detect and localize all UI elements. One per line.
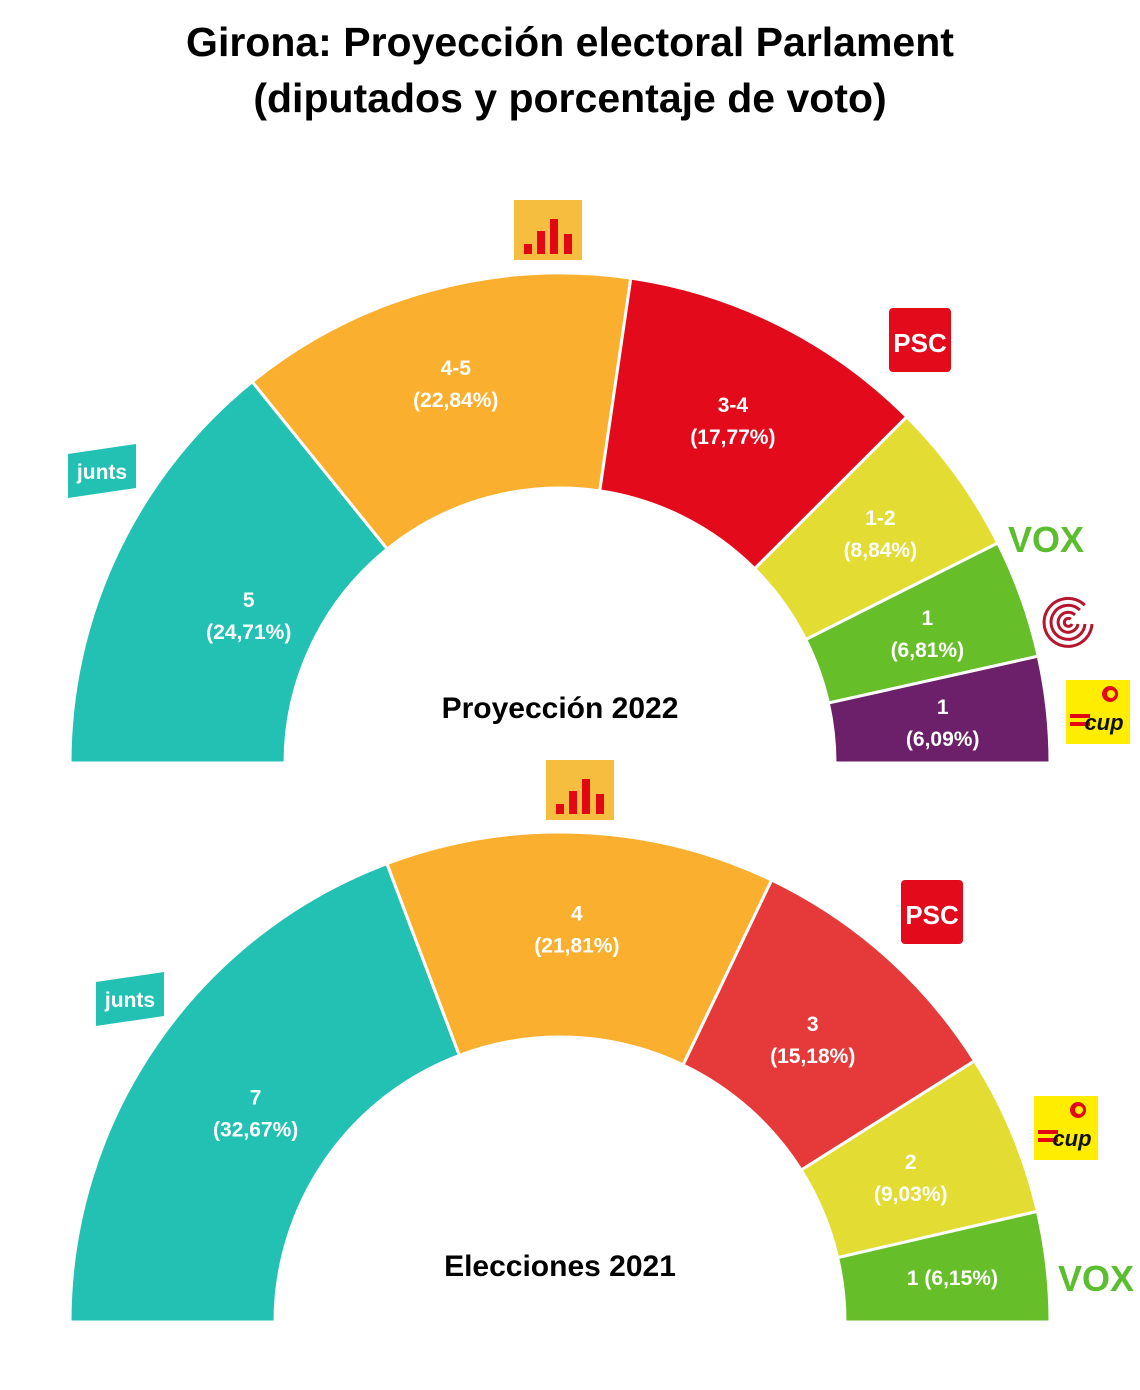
seat-label-vox: 1 (6,15%): [907, 1267, 998, 1290]
pct-label-psc: (17,77%): [690, 426, 775, 449]
chart-title: Girona: Proyección electoral Parlament (…: [0, 14, 1140, 126]
comuns-logo-ring: [1042, 596, 1094, 648]
psc-logo-bg: [889, 308, 951, 372]
chart-elecciones-2021: 7 (32,67%) junts 4 (21,81%) 3 (15,18%) PSC 2 (9,0…: [68, 760, 1134, 1324]
segment-erc: [384, 830, 774, 1067]
junts-logo-text: junts: [104, 989, 155, 1012]
erc-logo-bar: [524, 244, 532, 254]
segment-erc: [250, 271, 633, 552]
comuns-logo-ring: [1049, 603, 1087, 641]
pct-label-vox: (8,84%): [844, 539, 918, 562]
segment-vox: [835, 1209, 1052, 1324]
chart-proyeccion-2022: 5 (24,71%) junts 4-5 (22,84%) 3-4 (17,77%) PSC 1…: [68, 200, 1130, 765]
pct-label-junts: (24,71%): [206, 621, 291, 644]
segment-psc: [598, 276, 909, 571]
vox-logo: VOX: [1008, 519, 1084, 560]
seat-label-psc: 3-4: [718, 394, 749, 417]
psc-logo-text: PSC: [893, 328, 947, 358]
psc-logo-text: PSC: [905, 900, 959, 930]
erc-logo: [514, 200, 582, 260]
segment-junts: [68, 861, 462, 1324]
psc-logo: PSC: [901, 880, 963, 944]
cup-logo: cup: [1066, 680, 1130, 744]
seat-label-psc: 3: [807, 1013, 819, 1036]
cup-logo-dot-inner: [1107, 690, 1115, 698]
erc-logo-bar: [556, 804, 564, 814]
vox-logo-text: VOX: [1058, 1258, 1134, 1299]
seat-label-vox: 1-2: [865, 507, 895, 530]
cup-logo-text: cup: [1052, 1126, 1091, 1151]
seat-label-junts: 5: [243, 589, 255, 612]
seat-label-cup: 2: [905, 1151, 917, 1174]
cup-logo-bg: [1034, 1096, 1098, 1160]
cup-logo: cup: [1034, 1096, 1098, 1160]
junts-logo-bg: [68, 444, 136, 498]
pct-label-comuns: (6,81%): [891, 639, 965, 662]
title-line-2: (diputados y porcentaje de voto): [253, 75, 887, 121]
psc-logo-bg: [901, 880, 963, 944]
pct-label-junts: (32,67%): [213, 1119, 298, 1142]
chart-center-label: Elecciones 2021: [444, 1250, 676, 1283]
cup-logo-text: cup: [1084, 710, 1123, 735]
seat-label-erc: 4-5: [441, 357, 472, 380]
erc-logo-bar: [550, 219, 558, 254]
seat-label-comuns: 1: [921, 607, 933, 630]
pct-label-cup: (6,09%): [906, 728, 980, 751]
erc-logo-bar: [537, 231, 545, 254]
comuns-logo-ring: [1056, 610, 1080, 634]
cup-logo-stripe: [1070, 714, 1090, 718]
chart-center-label: Proyección 2022: [442, 692, 679, 725]
erc-logo-bar: [564, 234, 572, 254]
cup-logo-dot-inner: [1075, 1106, 1083, 1114]
vox-logo-text: VOX: [1008, 519, 1084, 560]
junts-logo: junts: [96, 972, 164, 1026]
erc-logo-bar: [596, 794, 604, 814]
seat-label-cup: 1: [937, 696, 949, 719]
pct-label-cup: (9,03%): [874, 1183, 948, 1206]
erc-logo: [546, 760, 614, 820]
junts-logo-bg: [96, 972, 164, 1026]
vox-logo: VOX: [1058, 1258, 1134, 1299]
erc-logo-bar: [569, 791, 577, 814]
title-line-1: Girona: Proyección electoral Parlament: [186, 19, 954, 65]
seat-label-erc: 4: [571, 902, 583, 925]
junts-logo-text: junts: [76, 461, 127, 484]
psc-logo: PSC: [889, 308, 951, 372]
cup-logo-stripe: [1038, 1130, 1058, 1134]
junts-logo: junts: [68, 444, 136, 498]
cup-logo-bg: [1066, 680, 1130, 744]
comuns-logo-ring: [1062, 616, 1074, 628]
erc-logo-bar: [582, 779, 590, 814]
segment-cup: [826, 654, 1052, 765]
pct-label-erc: (21,81%): [534, 934, 619, 957]
cup-logo-stripe: [1070, 722, 1090, 726]
seat-label-junts: 7: [250, 1087, 262, 1110]
pct-label-erc: (22,84%): [413, 389, 498, 412]
comuns-logo: [1042, 596, 1094, 648]
pct-label-psc: (15,18%): [770, 1045, 855, 1068]
cup-logo-stripe: [1038, 1138, 1058, 1142]
segment-junts: [68, 379, 390, 765]
